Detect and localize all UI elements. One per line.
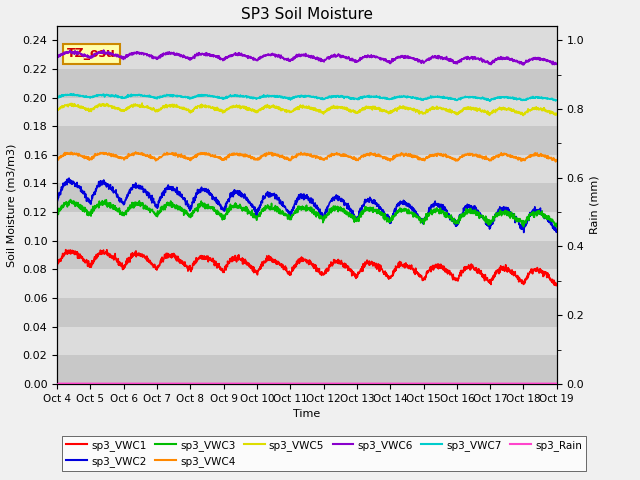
Bar (57, 212, 557, 241)
X-axis label: Time: Time (293, 409, 321, 419)
Bar (57, 269, 557, 298)
Text: TZ_osu: TZ_osu (67, 48, 116, 60)
Bar (57, 298, 557, 327)
Bar (57, 155, 557, 183)
Y-axis label: Rain (mm): Rain (mm) (590, 176, 600, 234)
Bar (57, 126, 557, 155)
Bar (57, 183, 557, 212)
Bar (57, 97, 557, 126)
Bar (57, 327, 557, 355)
Bar (57, 69, 557, 97)
Bar (57, 40, 557, 69)
Bar (57, 355, 557, 384)
Y-axis label: Soil Moisture (m3/m3): Soil Moisture (m3/m3) (7, 143, 17, 266)
Legend: sp3_VWC1, sp3_VWC2, sp3_VWC3, sp3_VWC4, sp3_VWC5, sp3_VWC6, sp3_VWC7, sp3_Rain: sp3_VWC1, sp3_VWC2, sp3_VWC3, sp3_VWC4, … (62, 436, 586, 471)
Title: SP3 Soil Moisture: SP3 Soil Moisture (241, 7, 373, 22)
Bar (57, 241, 557, 269)
